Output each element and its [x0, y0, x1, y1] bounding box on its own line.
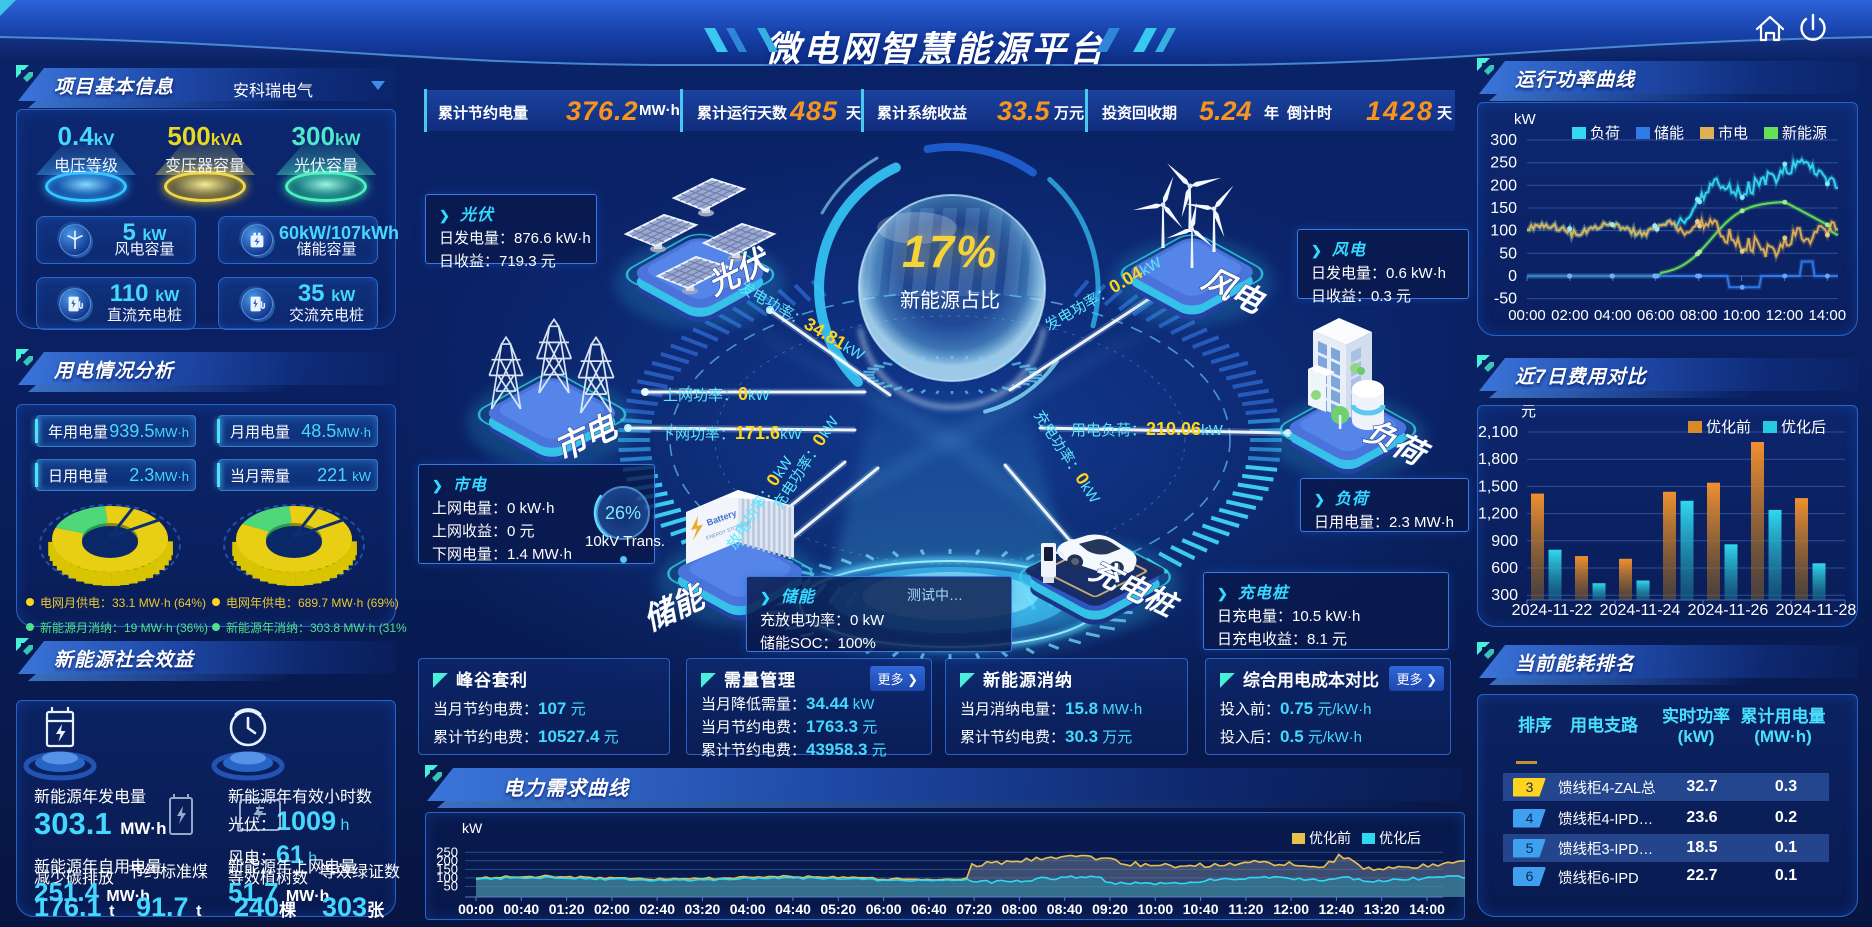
svg-text:00:00: 00:00: [458, 901, 494, 917]
svg-text:03:20: 03:20: [684, 901, 720, 917]
svg-text:04:00: 04:00: [730, 901, 766, 917]
svg-text:2024-11-24: 2024-11-24: [1600, 602, 1681, 619]
svg-text:150: 150: [436, 861, 458, 876]
svg-text:1,800: 1,800: [1478, 451, 1518, 468]
svg-text:150: 150: [1490, 200, 1517, 217]
svg-text:0: 0: [1508, 268, 1517, 285]
svg-text:2024-11-22: 2024-11-22: [1512, 602, 1593, 619]
svg-text:新能源: 新能源: [1782, 125, 1827, 142]
svg-text:12:40: 12:40: [1318, 901, 1354, 917]
svg-text:13:20: 13:20: [1364, 901, 1400, 917]
svg-text:08:00: 08:00: [1680, 307, 1718, 324]
svg-text:300: 300: [1491, 587, 1518, 604]
svg-text:50: 50: [1499, 245, 1517, 262]
svg-text:kW: kW: [1514, 111, 1537, 128]
svg-text:06:00: 06:00: [866, 901, 902, 917]
svg-text:优化后: 优化后: [1379, 830, 1421, 846]
svg-text:12:00: 12:00: [1766, 307, 1804, 324]
svg-text:04:00: 04:00: [1594, 307, 1632, 324]
svg-text:600: 600: [1491, 560, 1518, 577]
svg-text:300: 300: [1490, 132, 1517, 149]
svg-text:12:00: 12:00: [1273, 901, 1309, 917]
svg-text:14:00: 14:00: [1409, 901, 1445, 917]
svg-text:50: 50: [444, 879, 458, 894]
svg-text:06:40: 06:40: [911, 901, 947, 917]
svg-text:10:00: 10:00: [1137, 901, 1173, 917]
svg-text:200: 200: [436, 853, 458, 868]
svg-text:08:00: 08:00: [1001, 901, 1037, 917]
svg-text:01:20: 01:20: [549, 901, 585, 917]
svg-text:2024-11-28: 2024-11-28: [1776, 602, 1857, 619]
svg-text:储能: 储能: [1654, 125, 1684, 142]
svg-text:kW: kW: [462, 820, 483, 836]
svg-text:00:00: 00:00: [1508, 307, 1546, 324]
svg-text:优化前: 优化前: [1309, 830, 1351, 846]
svg-text:200: 200: [1490, 177, 1517, 194]
svg-text:00:40: 00:40: [503, 901, 539, 917]
svg-text:10:00: 10:00: [1723, 307, 1761, 324]
svg-text:11:20: 11:20: [1228, 901, 1263, 917]
svg-text:05:20: 05:20: [820, 901, 856, 917]
svg-text:2,100: 2,100: [1478, 424, 1518, 441]
svg-text:07:20: 07:20: [956, 901, 992, 917]
svg-text:06:00: 06:00: [1637, 307, 1675, 324]
svg-text:02:00: 02:00: [1551, 307, 1589, 324]
svg-text:100: 100: [436, 870, 458, 885]
svg-text:02:00: 02:00: [594, 901, 630, 917]
svg-text:负荷: 负荷: [1590, 125, 1620, 142]
svg-text:优化前: 优化前: [1706, 419, 1751, 436]
svg-text:市电: 市电: [1718, 125, 1748, 142]
svg-text:100: 100: [1490, 223, 1517, 240]
svg-text:09:20: 09:20: [1092, 901, 1128, 917]
svg-text:250: 250: [1490, 155, 1517, 172]
svg-text:900: 900: [1491, 533, 1518, 550]
svg-text:250: 250: [436, 844, 458, 859]
svg-text:元: 元: [1521, 405, 1536, 420]
svg-text:2024-11-26: 2024-11-26: [1688, 602, 1769, 619]
svg-text:1,200: 1,200: [1478, 506, 1518, 523]
svg-text:02:40: 02:40: [639, 901, 675, 917]
svg-text:04:40: 04:40: [775, 901, 811, 917]
svg-text:14:00: 14:00: [1809, 307, 1847, 324]
svg-text:1,500: 1,500: [1478, 478, 1518, 495]
svg-text:优化后: 优化后: [1781, 419, 1826, 436]
svg-text:08:40: 08:40: [1047, 901, 1083, 917]
svg-text:10:40: 10:40: [1183, 901, 1219, 917]
svg-text:-50: -50: [1494, 291, 1517, 308]
